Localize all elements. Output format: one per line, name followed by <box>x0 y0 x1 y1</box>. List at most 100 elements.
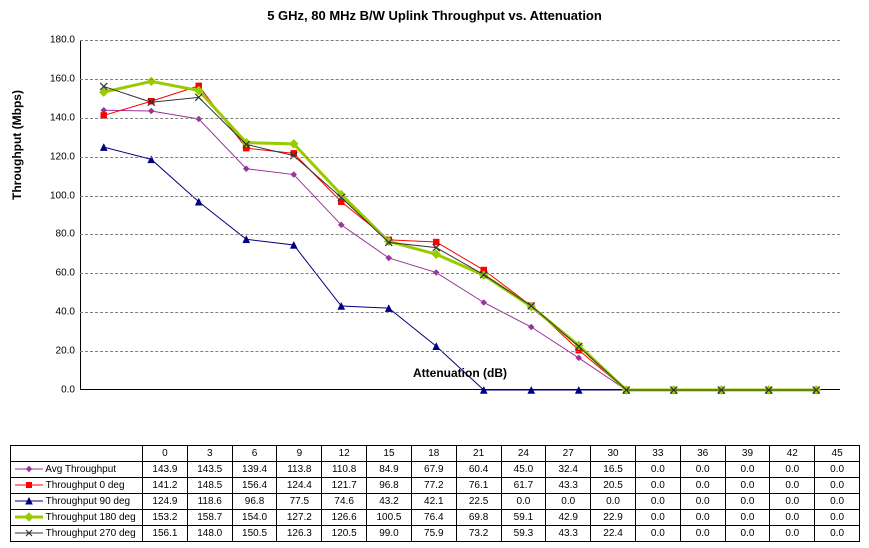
x-category-label: 6 <box>232 446 277 462</box>
table-cell: 0.0 <box>635 462 680 478</box>
gridline <box>80 157 840 158</box>
x-category-label: 42 <box>770 446 815 462</box>
table-cell: 0.0 <box>770 526 815 542</box>
table-cell: 118.6 <box>187 494 232 510</box>
table-cell: 0.0 <box>815 478 860 494</box>
table-row: Throughput 270 deg156.1148.0150.5126.312… <box>11 526 860 542</box>
table-cell: 0.0 <box>725 478 770 494</box>
y-tick-label: 80.0 <box>56 229 75 240</box>
series-label: Throughput 90 deg <box>11 494 143 510</box>
y-tick-label: 120.0 <box>50 151 75 162</box>
table-cell: 43.3 <box>546 478 591 494</box>
table-cell: 0.0 <box>815 526 860 542</box>
table-cell: 42.1 <box>411 494 456 510</box>
table-row: Throughput 90 deg124.9118.696.877.574.64… <box>11 494 860 510</box>
table-cell: 67.9 <box>411 462 456 478</box>
table-cell: 0.0 <box>725 526 770 542</box>
table-cell: 60.4 <box>456 462 501 478</box>
table-cell: 0.0 <box>501 494 546 510</box>
x-category-label: 45 <box>815 446 860 462</box>
x-category-label: 27 <box>546 446 591 462</box>
table-cell: 150.5 <box>232 526 277 542</box>
x-category-label: 9 <box>277 446 322 462</box>
y-tick-label: 0.0 <box>61 385 75 396</box>
table-cell: 0.0 <box>680 462 725 478</box>
data-point <box>528 324 534 330</box>
table-cell: 0.0 <box>680 478 725 494</box>
table-cell: 0.0 <box>725 494 770 510</box>
data-table: 0369121518212427303336394245 Avg Through… <box>10 445 860 542</box>
table-cell: 75.9 <box>411 526 456 542</box>
table-cell: 127.2 <box>277 510 322 526</box>
y-tick-label: 160.0 <box>50 73 75 84</box>
table-cell: 22.5 <box>456 494 501 510</box>
y-tick-label: 60.0 <box>56 268 75 279</box>
y-tick-label: 100.0 <box>50 190 75 201</box>
table-cell: 76.4 <box>411 510 456 526</box>
chart-container: 5 GHz, 80 MHz B/W Uplink Throughput vs. … <box>0 0 869 548</box>
x-category-label: 33 <box>635 446 680 462</box>
table-cell: 69.8 <box>456 510 501 526</box>
table-cell: 74.6 <box>322 494 367 510</box>
table-cell: 153.2 <box>143 510 188 526</box>
x-category-label: 36 <box>680 446 725 462</box>
table-cell: 0.0 <box>770 462 815 478</box>
data-point <box>433 239 439 245</box>
y-tick-label: 180.0 <box>50 35 75 46</box>
y-tick-label: 140.0 <box>50 112 75 123</box>
plot-area: Attenuation (dB) 0.020.040.060.080.0100.… <box>80 40 840 390</box>
table-cell: 156.1 <box>143 526 188 542</box>
y-tick-label: 40.0 <box>56 307 75 318</box>
table-cell: 143.9 <box>143 462 188 478</box>
table-cell: 84.9 <box>367 462 412 478</box>
x-category-label: 0 <box>143 446 188 462</box>
table-cell: 121.7 <box>322 478 367 494</box>
x-category-label: 12 <box>322 446 367 462</box>
table-cell: 20.5 <box>591 478 636 494</box>
table-cell: 22.9 <box>591 510 636 526</box>
table-corner <box>11 446 143 462</box>
table-cell: 77.5 <box>277 494 322 510</box>
table-cell: 42.9 <box>546 510 591 526</box>
table-cell: 0.0 <box>770 494 815 510</box>
table-cell: 148.5 <box>187 478 232 494</box>
table-cell: 0.0 <box>770 510 815 526</box>
gridline <box>80 234 840 235</box>
table-cell: 126.6 <box>322 510 367 526</box>
table-cell: 143.5 <box>187 462 232 478</box>
table-cell: 100.5 <box>367 510 412 526</box>
x-category-label: 15 <box>367 446 412 462</box>
x-category-label: 39 <box>725 446 770 462</box>
series-name: Throughput 180 deg <box>46 512 136 523</box>
table-cell: 0.0 <box>680 526 725 542</box>
table-cell: 43.2 <box>367 494 412 510</box>
table-cell: 99.0 <box>367 526 412 542</box>
gridline <box>80 351 840 352</box>
table-cell: 0.0 <box>635 478 680 494</box>
table-cell: 76.1 <box>456 478 501 494</box>
table-cell: 154.0 <box>232 510 277 526</box>
series-name: Throughput 90 deg <box>46 496 131 507</box>
x-category-label: 24 <box>501 446 546 462</box>
table-cell: 0.0 <box>725 462 770 478</box>
table-row: Throughput 180 deg 153.2158.7154.0127.212… <box>11 510 860 526</box>
table-cell: 96.8 <box>367 478 412 494</box>
table-cell: 158.7 <box>187 510 232 526</box>
table-cell: 45.0 <box>501 462 546 478</box>
table-cell: 110.8 <box>322 462 367 478</box>
y-tick-label: 20.0 <box>56 346 75 357</box>
table-cell: 139.4 <box>232 462 277 478</box>
series-line <box>104 147 817 390</box>
table-cell: 156.4 <box>232 478 277 494</box>
chart-title: 5 GHz, 80 MHz B/W Uplink Throughput vs. … <box>0 0 869 27</box>
x-axis-label: Attenuation (dB) <box>413 366 507 380</box>
gridline <box>80 40 840 41</box>
x-category-label: 30 <box>591 446 636 462</box>
series-line <box>104 81 817 390</box>
table-cell: 120.5 <box>322 526 367 542</box>
series-label: Throughput 0 deg <box>11 478 143 494</box>
series-label: Avg Throughput <box>11 462 143 478</box>
table-cell: 0.0 <box>546 494 591 510</box>
series-name: Throughput 270 deg <box>46 528 136 539</box>
table-header-row: 0369121518212427303336394245 <box>11 446 860 462</box>
